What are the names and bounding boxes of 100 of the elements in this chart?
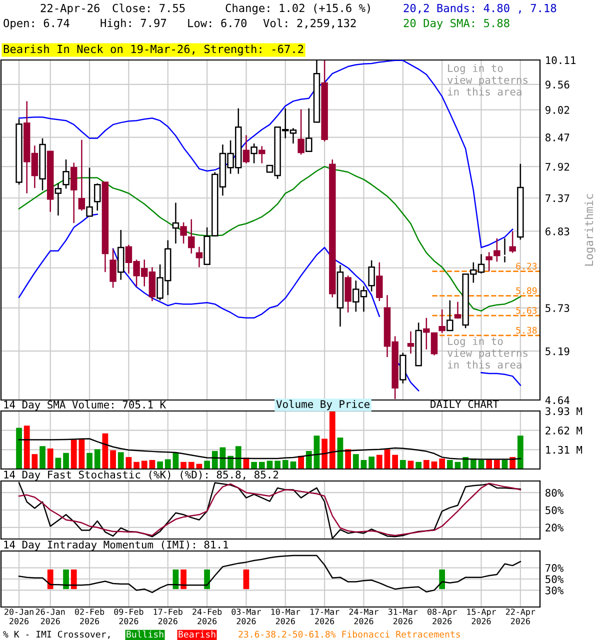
text: Close: 7.55 xyxy=(112,4,185,12)
y-tick-label: 20% xyxy=(546,524,564,532)
bar xyxy=(392,454,398,469)
candlestick xyxy=(407,330,414,354)
y-tick-label: 10.11 xyxy=(546,56,576,64)
chart-title: 14 Day Fast Stochastic (%K) (%D): 85.8, 85.2 xyxy=(4,470,278,481)
annotation: Log in to view patterns in this area xyxy=(448,337,528,369)
x-tick-label: 17-Feb 2026 xyxy=(154,608,182,624)
y-tick-label: 7.37 xyxy=(546,194,570,202)
x-tick-label: 02-Feb 2026 xyxy=(75,608,104,624)
candlestick xyxy=(438,308,446,334)
text: Change: 1.02 (+15.6 %) xyxy=(226,4,370,14)
text: Bearish xyxy=(178,630,216,638)
candlestick xyxy=(196,246,203,268)
bar xyxy=(416,462,422,469)
bar xyxy=(118,452,124,469)
candlestick xyxy=(172,202,180,244)
candlestick xyxy=(242,134,250,164)
y-tick-label: 70% xyxy=(546,564,564,572)
bar xyxy=(345,449,351,469)
bar xyxy=(78,439,85,469)
y-tick-label: 7.92 xyxy=(546,162,570,171)
y-tick-label: 3.93 M xyxy=(546,407,582,416)
bar xyxy=(400,460,406,469)
x-tick-label: 20-Jan 2026 xyxy=(4,608,34,624)
text: Vol: 2,259,132 xyxy=(263,18,356,29)
y-tick-label: 80% xyxy=(546,488,564,497)
y-axis-title: Logarithmic xyxy=(584,194,596,266)
y-tick-label: 2.62 M xyxy=(546,426,582,434)
ref-line-label: 5.63 xyxy=(516,306,537,314)
x-tick-label: 26-Jan 2026 xyxy=(36,608,65,624)
bar xyxy=(251,462,257,469)
ref-line-label: 5.89 xyxy=(516,287,537,294)
candlestick xyxy=(180,222,187,244)
text: 22-Apr-26 xyxy=(40,4,100,14)
line-series xyxy=(18,438,522,460)
candlestick xyxy=(306,108,312,152)
bar xyxy=(282,460,288,469)
bar xyxy=(266,460,273,469)
y-tick-label: 50% xyxy=(546,575,564,584)
bar xyxy=(376,454,382,469)
annotation: Log in to view patterns in this area xyxy=(448,64,528,96)
bar xyxy=(384,449,390,469)
y-tick-label: 30% xyxy=(546,586,564,594)
bar xyxy=(322,438,328,469)
bar xyxy=(86,452,92,469)
bar xyxy=(188,462,194,469)
text: Bearish In Neck on 19-Mar-26, Strength: -67.2 xyxy=(4,44,304,56)
x-tick-label: 22-Apr 2026 xyxy=(506,608,536,624)
bar xyxy=(462,457,469,469)
candlestick xyxy=(62,158,70,190)
candlestick xyxy=(298,108,304,156)
candlestick xyxy=(446,300,454,332)
ref-line-label: 6.23 xyxy=(516,262,537,270)
x-tick-label: 17-Mar 2026 xyxy=(310,608,340,624)
x-tick-label: 03-Mar 2026 xyxy=(232,608,261,624)
bar xyxy=(423,460,430,469)
bar xyxy=(306,450,312,469)
annotation: Volume By Price xyxy=(276,400,370,410)
text: Low: 6.70 xyxy=(188,18,246,28)
text: Bullish xyxy=(126,630,164,638)
bar xyxy=(439,458,446,469)
candlestick xyxy=(78,139,86,212)
candlestick xyxy=(344,274,352,314)
candlestick xyxy=(188,218,195,254)
bar xyxy=(212,450,218,469)
y-tick-label: 9.02 xyxy=(546,106,570,114)
candlestick xyxy=(486,252,492,272)
bar xyxy=(446,460,453,469)
candlestick xyxy=(250,142,258,164)
bar xyxy=(180,462,186,469)
y-tick-label: 5.19 xyxy=(546,347,570,356)
x-tick-label: 24-Mar 2026 xyxy=(349,608,378,624)
bar xyxy=(517,436,524,469)
x-tick-label: 08-Apr 2026 xyxy=(428,608,457,624)
bar xyxy=(134,462,140,469)
text: 23.6-38.2-50-61.8% Fibonacci Retracements xyxy=(238,630,460,638)
candlestick xyxy=(376,262,383,302)
candlestick xyxy=(86,167,93,217)
bar xyxy=(258,462,265,469)
candlestick xyxy=(368,260,375,292)
bar xyxy=(126,457,132,469)
bar xyxy=(47,448,54,469)
candlestick xyxy=(494,238,500,262)
bar xyxy=(16,428,22,469)
bar xyxy=(110,450,116,469)
candlestick xyxy=(70,162,78,224)
bar xyxy=(274,460,280,469)
candlestick xyxy=(94,182,101,212)
x-tick-label: 31-Mar 2026 xyxy=(388,608,418,624)
y-tick-label: 50% xyxy=(546,506,564,514)
bar xyxy=(494,460,500,469)
bar xyxy=(141,460,148,469)
bar xyxy=(329,411,336,469)
text: % K - IMI Crossover, xyxy=(3,630,110,639)
text: 20,2 Bands: 4.80 , 7.18 xyxy=(404,4,556,14)
y-tick-label: 5.73 xyxy=(546,304,570,312)
bar xyxy=(157,461,163,469)
bar xyxy=(408,460,414,469)
bar xyxy=(94,449,100,469)
